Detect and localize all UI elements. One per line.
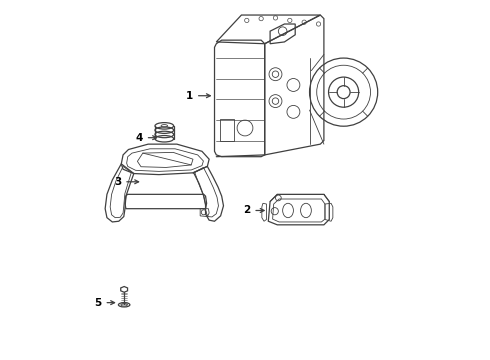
Text: 5: 5 xyxy=(94,298,115,308)
Text: 1: 1 xyxy=(186,91,210,101)
Text: 3: 3 xyxy=(114,177,139,187)
Text: 2: 2 xyxy=(243,206,264,216)
Text: 4: 4 xyxy=(135,133,156,143)
